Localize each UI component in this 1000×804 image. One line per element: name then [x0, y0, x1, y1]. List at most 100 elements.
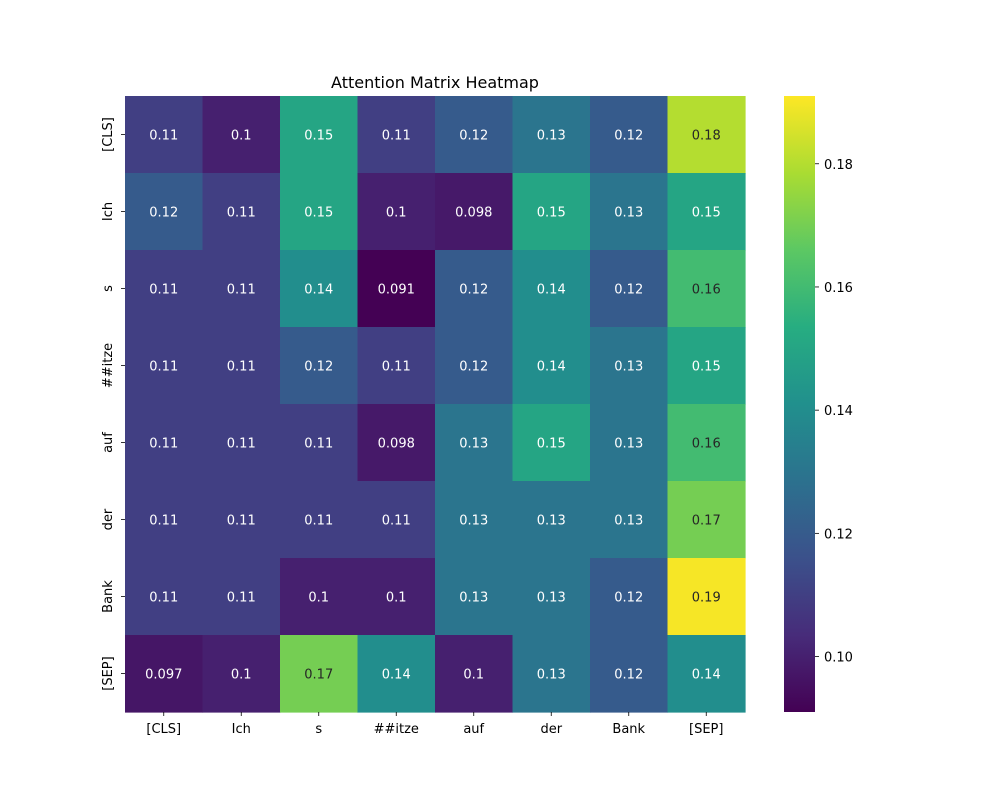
cell-label-r0-c6: 0.12 [614, 129, 643, 144]
heatmap-cell-r5-c0 [125, 481, 204, 559]
heatmap-cell-r5-c4 [435, 481, 514, 559]
colorbar: 0.10 0.12 0.14 0.16 0.18 [784, 96, 853, 712]
heatmap-cell-r6-c7 [667, 558, 746, 636]
x-tick-label-0: [CLS] [146, 722, 181, 737]
chart-title: Attention Matrix Heatmap [331, 73, 539, 92]
colorbar-tick-label-0: 0.10 [824, 651, 853, 666]
cell-label-r7-c3: 0.14 [382, 668, 411, 683]
cell-label-r3-c0: 0.11 [149, 360, 178, 375]
cell-label-r2-c3: 0.091 [378, 283, 415, 298]
cell-label-r1-c4: 0.098 [455, 206, 492, 221]
cell-label-r0-c3: 0.11 [382, 129, 411, 144]
heatmap-cell-r7-c4 [435, 635, 514, 713]
cell-label-r6-c3: 0.1 [386, 591, 407, 606]
cell-label-r0-c7: 0.18 [692, 129, 721, 144]
x-tick-label-5: der [540, 722, 562, 737]
heatmap-cell-r0-c2 [280, 96, 359, 174]
x-axis: [CLS] Ich s ##itze auf der Bank [SEP] [146, 712, 723, 737]
cell-label-r0-c4: 0.12 [459, 129, 488, 144]
heatmap-cell-r4-c4 [435, 404, 514, 482]
heatmap-cell-r5-c7 [667, 481, 746, 559]
cell-label-r6-c6: 0.12 [614, 591, 643, 606]
colorbar-tick-label-4: 0.18 [824, 158, 853, 173]
heatmap-cell-r1-c7 [667, 173, 746, 251]
cell-label-r2-c7: 0.16 [692, 283, 721, 298]
cell-label-r0-c1: 0.1 [231, 129, 252, 144]
heatmap-cell-r1-c4 [435, 173, 514, 251]
y-tick-label-3: ##itze [101, 343, 116, 388]
x-tick-label-2: s [315, 722, 322, 737]
heatmap-cell-r6-c1 [202, 558, 281, 636]
cell-label-r3-c6: 0.13 [614, 360, 643, 375]
heatmap-cell-r4-c6 [590, 404, 669, 482]
heatmap-cell-r6-c4 [435, 558, 514, 636]
x-tick-label-1: Ich [232, 722, 251, 737]
y-tick-label-6: Bank [101, 580, 116, 613]
heatmap-cell-r3-c7 [667, 327, 746, 405]
heatmap-cell-r7-c3 [357, 635, 436, 713]
y-tick-label-1: Ich [101, 202, 116, 221]
colorbar-tick-label-2: 0.14 [824, 404, 853, 419]
cell-label-r4-c6: 0.13 [614, 437, 643, 452]
cell-label-r1-c1: 0.11 [227, 206, 256, 221]
heatmap-cell-r1-c5 [512, 173, 591, 251]
cell-label-r7-c0: 0.097 [145, 668, 182, 683]
heatmap-cell-r4-c2 [280, 404, 359, 482]
cell-label-r0-c2: 0.15 [304, 129, 333, 144]
y-axis: [CLS] Ich s ##itze auf der Bank [SEP] [101, 117, 125, 691]
cell-label-r5-c2: 0.11 [304, 514, 333, 529]
heatmap-cell-r3-c2 [280, 327, 359, 405]
cell-label-r1-c2: 0.15 [304, 206, 333, 221]
cell-label-r5-c0: 0.11 [149, 514, 178, 529]
heatmap-cell-r2-c5 [512, 250, 591, 328]
heatmap-cell-r5-c1 [202, 481, 281, 559]
cell-label-r5-c5: 0.13 [537, 514, 566, 529]
heatmap-cell-r7-c5 [512, 635, 591, 713]
x-tick-label-6: Bank [612, 722, 645, 737]
heatmap-cell-r7-c0 [125, 635, 204, 713]
heatmap-cell-r4-c3 [357, 404, 436, 482]
cell-label-r1-c6: 0.13 [614, 206, 643, 221]
heatmap-cell-r6-c2 [280, 558, 359, 636]
heatmap-cell-r7-c7 [667, 635, 746, 713]
heatmap-cell-r0-c6 [590, 96, 669, 174]
heatmap-cell-r5-c5 [512, 481, 591, 559]
cell-label-r7-c6: 0.12 [614, 668, 643, 683]
cell-label-r4-c2: 0.11 [304, 437, 333, 452]
heatmap-cell-r6-c0 [125, 558, 204, 636]
heatmap-cell-r0-c0 [125, 96, 204, 174]
cell-label-r1-c5: 0.15 [537, 206, 566, 221]
cell-annotations: 0.11 0.1 0.15 0.11 0.12 0.13 0.12 0.18 0.12 0.11 0… [145, 129, 721, 683]
y-tick-label-5: der [101, 508, 116, 530]
x-tick-label-4: auf [463, 722, 484, 737]
cell-label-r7-c7: 0.14 [692, 668, 721, 683]
y-tick-label-2: s [101, 285, 116, 292]
cell-label-r2-c1: 0.11 [227, 283, 256, 298]
heatmap-cell-r2-c4 [435, 250, 514, 328]
heatmap-cell-r7-c6 [590, 635, 669, 713]
cell-label-r3-c7: 0.15 [692, 360, 721, 375]
cell-label-r6-c7: 0.19 [692, 591, 721, 606]
heatmap-cell-r4-c7 [667, 404, 746, 482]
cell-label-r0-c0: 0.11 [149, 129, 178, 144]
cell-label-r5-c1: 0.11 [227, 514, 256, 529]
cell-label-r7-c4: 0.1 [463, 668, 484, 683]
heatmap-cell-r4-c1 [202, 404, 281, 482]
colorbar-gradient [784, 96, 815, 712]
cell-label-r4-c4: 0.13 [459, 437, 488, 452]
heatmap-cell-r2-c7 [667, 250, 746, 328]
heatmap-cell-r2-c6 [590, 250, 669, 328]
heatmap-cell-r0-c3 [357, 96, 436, 174]
cell-label-r5-c7: 0.17 [692, 514, 721, 529]
cell-label-r1-c7: 0.15 [692, 206, 721, 221]
heatmap-cell-r1-c6 [590, 173, 669, 251]
cell-label-r2-c5: 0.14 [537, 283, 566, 298]
heatmap-cell-r4-c5 [512, 404, 591, 482]
heatmap-cell-r3-c6 [590, 327, 669, 405]
heatmap-cell-r3-c0 [125, 327, 204, 405]
heatmap-cell-r1-c2 [280, 173, 359, 251]
y-tick-label-0: [CLS] [101, 117, 116, 152]
cell-label-r2-c2: 0.14 [304, 283, 333, 298]
heatmap-cell-r3-c1 [202, 327, 281, 405]
